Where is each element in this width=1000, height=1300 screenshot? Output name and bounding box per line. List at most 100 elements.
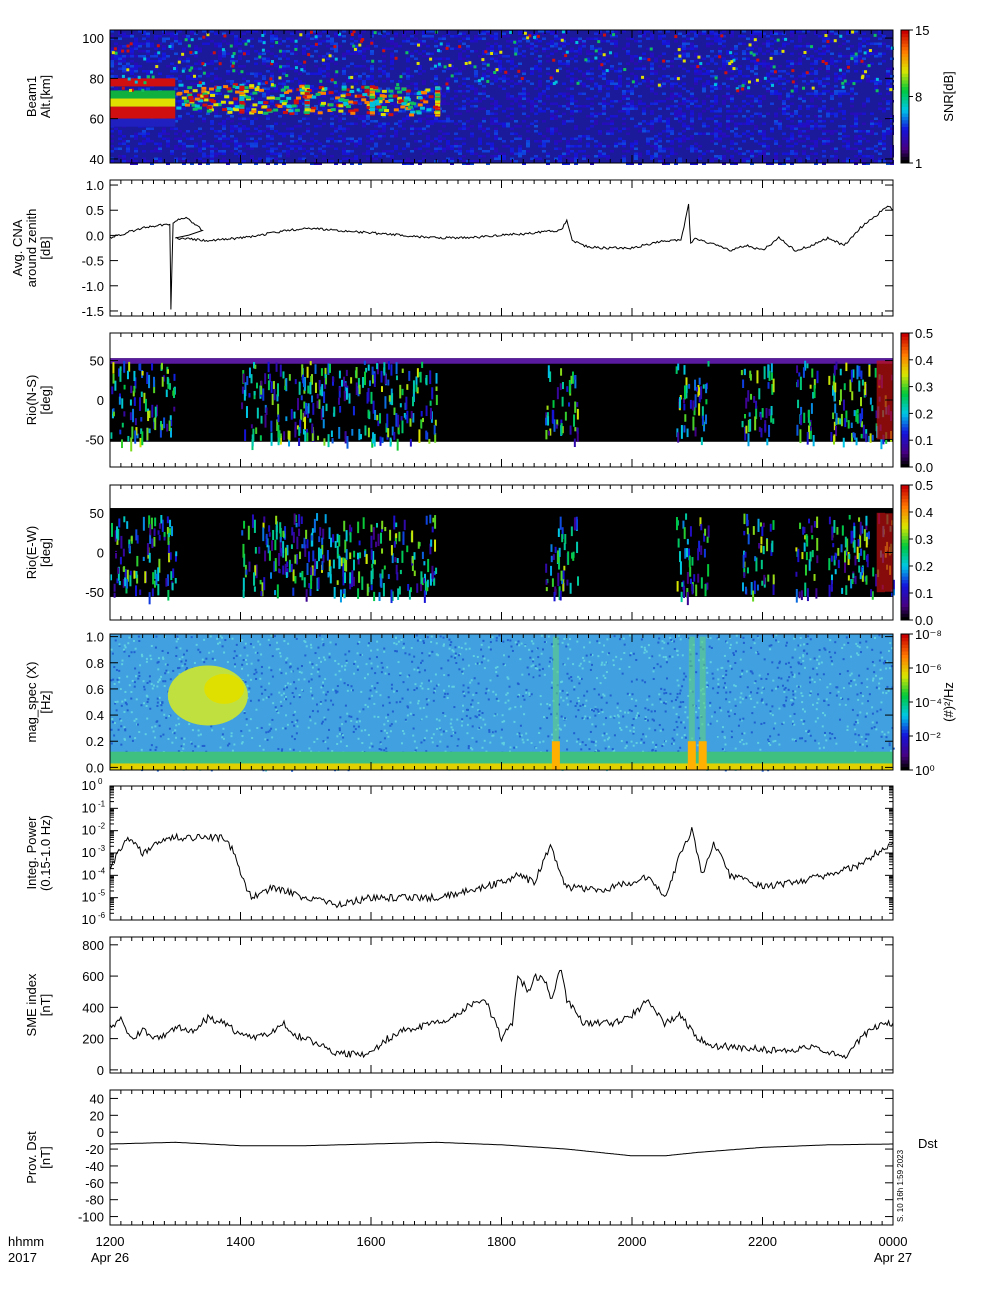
heatmap-cell: [670, 97, 674, 100]
heatmap-cell: [454, 112, 458, 115]
heatmap-cell: [358, 162, 362, 165]
heatmap-cell: [646, 105, 650, 108]
echo-cell: [295, 96, 301, 100]
heatmap-cell: [798, 52, 802, 55]
echo-cell: [353, 108, 359, 112]
heatmap-cell: [790, 125, 794, 128]
heatmap-cell: [766, 137, 770, 140]
heatmap-cell: [850, 125, 854, 128]
heatmap-cell: [190, 137, 194, 140]
heatmap-cell: [390, 157, 394, 160]
heatmap-cell: [374, 92, 378, 95]
heatmap-cell: [782, 45, 786, 48]
heatmap-band: [110, 118, 176, 127]
heatmap-cell: [446, 140, 450, 143]
heatmap-cell: [318, 55, 322, 58]
heatmap-cell: [518, 80, 522, 83]
heatmap-cell: [260, 380, 263, 386]
heatmap-cell: [474, 110, 478, 113]
heatmap-cell: [886, 107, 890, 110]
sparse-cell: [278, 49, 282, 53]
heatmap-cell: [130, 52, 134, 55]
heatmap-band: [110, 98, 176, 107]
heatmap-cell: [342, 162, 346, 165]
heatmap-cell: [322, 95, 326, 98]
heatmap-cell: [482, 155, 486, 158]
heatmap-cell: [814, 50, 818, 53]
heatmap-cell: [346, 52, 350, 55]
heatmap-cell: [266, 50, 270, 53]
heatmap-cell: [274, 112, 278, 115]
heatmap-cell: [770, 62, 774, 65]
sparse-cell: [433, 64, 437, 68]
heatmap-cell: [618, 77, 622, 80]
sparse-cell: [156, 44, 160, 48]
heatmap-cell: [558, 140, 562, 143]
echo-cell: [245, 95, 251, 99]
heatmap-cell: [750, 162, 754, 165]
heatmap-cell: [397, 424, 400, 434]
echo-cell: [432, 105, 438, 109]
heatmap-cell: [554, 37, 558, 40]
heatmap-cell: [330, 117, 334, 120]
heatmap-cell: [654, 57, 658, 60]
heatmap-cell: [279, 435, 282, 445]
heatmap-cell: [258, 52, 262, 55]
heatmap-cell: [266, 92, 270, 95]
heatmap-cell: [382, 125, 386, 128]
heatmap-cell: [450, 60, 454, 63]
echo-cell: [222, 108, 228, 112]
heatmap-cell: [658, 155, 662, 158]
heatmap-cell: [878, 122, 882, 125]
sparse-cell: [201, 62, 205, 66]
heatmap-cell: [734, 115, 738, 118]
heatmap-cell: [510, 107, 514, 110]
heatmap-cell: [822, 85, 826, 88]
heatmap-cell: [446, 120, 450, 123]
heatmap-cell: [222, 50, 226, 53]
heatmap-cell: [134, 377, 137, 389]
sparse-cell: [190, 66, 194, 70]
heatmap-cell: [502, 125, 506, 128]
heatmap-cell: [578, 105, 582, 108]
heatmap-cell: [238, 145, 242, 148]
heatmap-cell: [770, 37, 774, 40]
sparse-cell: [504, 70, 508, 74]
heatmap-cell: [346, 65, 350, 68]
heatmap-cell: [518, 52, 522, 55]
heatmap-cell: [434, 120, 438, 123]
heatmap-cell: [882, 137, 886, 140]
heatmap-cell: [546, 127, 550, 130]
heatmap-cell: [314, 125, 318, 128]
heatmap-cell: [330, 97, 334, 100]
heatmap-cell: [734, 67, 738, 70]
heatmap-cell: [390, 87, 394, 90]
heatmap-cell: [386, 90, 390, 93]
sparse-cell: [741, 84, 745, 88]
heatmap-cell: [264, 373, 267, 385]
heatmap-cell: [678, 32, 682, 35]
heatmap-cell: [690, 110, 694, 113]
heatmap-cell: [226, 162, 230, 165]
heatmap-cell: [198, 147, 202, 150]
heatmap-cell: [334, 140, 338, 143]
heatmap-cell: [482, 52, 486, 55]
echo-cell: [183, 90, 189, 94]
heatmap-cell: [426, 122, 430, 125]
heatmap-cell: [778, 125, 782, 128]
heatmap-cell: [119, 429, 122, 435]
echo-cell: [328, 103, 334, 107]
heatmap-cell: [286, 127, 290, 130]
echo-cell: [435, 97, 441, 101]
heatmap-cell: [134, 160, 138, 163]
heatmap-cell: [250, 92, 254, 95]
heatmap-cell: [578, 92, 582, 95]
heatmap-cell: [434, 82, 438, 85]
heatmap-cell: [262, 130, 266, 133]
heatmap-cell: [442, 100, 446, 103]
echo-cell: [342, 101, 348, 105]
heatmap-cell: [766, 147, 770, 150]
heatmap-cell: [173, 373, 176, 381]
heatmap-cell: [650, 120, 654, 123]
